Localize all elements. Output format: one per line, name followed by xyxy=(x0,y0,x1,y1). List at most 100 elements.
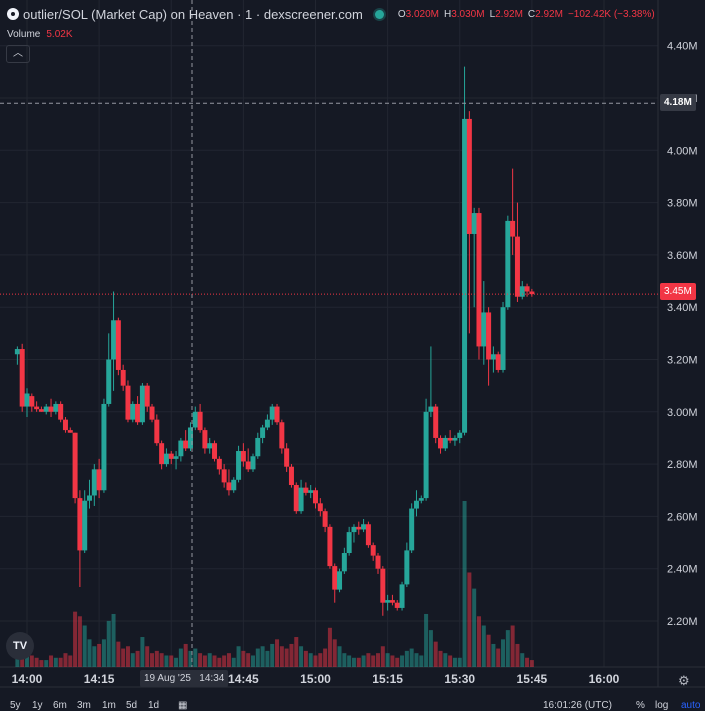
candle-body[interactable] xyxy=(380,568,386,603)
auto-toggle[interactable]: auto xyxy=(681,700,701,711)
candle-body[interactable] xyxy=(139,385,145,423)
candle-body[interactable] xyxy=(288,466,294,486)
candle-body[interactable] xyxy=(221,469,227,483)
range-1d[interactable]: 1d xyxy=(148,700,160,711)
range-5d[interactable]: 5d xyxy=(126,700,138,711)
candle-body[interactable] xyxy=(82,500,88,551)
candle-body[interactable] xyxy=(486,312,492,360)
candle-body[interactable] xyxy=(433,406,439,438)
candle-body[interactable] xyxy=(293,485,299,512)
candle-body[interactable] xyxy=(183,440,189,449)
candle-body[interactable] xyxy=(144,385,150,407)
candle-body[interactable] xyxy=(389,600,395,603)
candle-body[interactable] xyxy=(375,555,381,569)
candle-body[interactable] xyxy=(457,432,463,438)
candle-body[interactable] xyxy=(332,566,338,590)
candle-body[interactable] xyxy=(264,419,270,428)
candle-body[interactable] xyxy=(187,427,193,449)
candle-body[interactable] xyxy=(48,406,54,412)
candle-body[interactable] xyxy=(212,443,218,459)
candle-body[interactable] xyxy=(524,286,530,292)
candle-body[interactable] xyxy=(168,453,174,459)
candle-body[interactable] xyxy=(279,422,285,449)
candle-body[interactable] xyxy=(284,448,290,467)
candle-body[interactable] xyxy=(370,545,376,556)
candle-body[interactable] xyxy=(404,550,410,585)
candle-body[interactable] xyxy=(159,443,165,465)
candle-body[interactable] xyxy=(163,453,169,465)
candle-body[interactable] xyxy=(274,406,280,423)
candle-body[interactable] xyxy=(250,456,256,470)
candle-body[interactable] xyxy=(43,406,49,412)
candle-body[interactable] xyxy=(471,213,477,234)
candle-body[interactable] xyxy=(216,458,222,470)
candle-body[interactable] xyxy=(202,430,208,449)
candle-body[interactable] xyxy=(423,411,429,499)
candle-body[interactable] xyxy=(303,487,309,493)
candle-body[interactable] xyxy=(452,437,458,441)
candle-body[interactable] xyxy=(505,220,511,308)
candle-body[interactable] xyxy=(106,359,112,404)
candle-body[interactable] xyxy=(62,419,68,431)
candle-body[interactable] xyxy=(231,479,237,491)
candle-body[interactable] xyxy=(115,320,121,370)
candle-body[interactable] xyxy=(356,526,362,530)
candle-body[interactable] xyxy=(351,526,357,533)
candle-body[interactable] xyxy=(500,307,506,370)
candle-body[interactable] xyxy=(87,495,93,501)
candle-body[interactable] xyxy=(178,440,184,457)
candle-body[interactable] xyxy=(77,498,83,551)
candle-body[interactable] xyxy=(72,432,78,499)
candle-body[interactable] xyxy=(337,571,343,590)
candle-body[interactable] xyxy=(510,220,516,237)
candle-body[interactable] xyxy=(447,437,453,441)
candle-body[interactable] xyxy=(173,456,179,459)
candle-body[interactable] xyxy=(409,508,415,551)
candle-body[interactable] xyxy=(322,511,328,527)
range-1y[interactable]: 1y xyxy=(32,700,43,711)
candle-body[interactable] xyxy=(135,403,141,423)
candle-body[interactable] xyxy=(91,469,97,496)
candle-body[interactable] xyxy=(14,349,20,355)
candle-body[interactable] xyxy=(394,602,400,608)
candle-body[interactable] xyxy=(466,118,472,234)
candle-body[interactable] xyxy=(67,430,73,433)
percent-toggle[interactable]: % xyxy=(636,700,645,711)
candle-body[interactable] xyxy=(514,236,520,297)
range-5y[interactable]: 5y xyxy=(10,700,21,711)
chevron-up-icon[interactable]: ︿ xyxy=(6,45,30,63)
calendar-icon[interactable]: ▦ xyxy=(178,700,188,711)
candle-body[interactable] xyxy=(313,490,318,504)
candle-body[interactable] xyxy=(442,437,448,449)
candle-body[interactable] xyxy=(385,600,391,603)
candle-body[interactable] xyxy=(240,451,246,462)
candle-body[interactable] xyxy=(346,532,352,554)
tradingview-logo-icon[interactable]: TV xyxy=(6,632,34,660)
utc-clock[interactable]: 16:01:26 (UTC) xyxy=(543,700,612,711)
candle-body[interactable] xyxy=(255,437,261,457)
candle-body[interactable] xyxy=(399,584,405,608)
candle-body[interactable] xyxy=(125,385,131,420)
candle-body[interactable] xyxy=(130,403,136,420)
candle-body[interactable] xyxy=(260,427,266,438)
candle-body[interactable] xyxy=(481,312,487,347)
candle-body[interactable] xyxy=(428,406,434,412)
candle-body[interactable] xyxy=(29,396,35,407)
candle-body[interactable] xyxy=(101,403,107,491)
candle-body[interactable] xyxy=(365,524,371,546)
candle-body[interactable] xyxy=(58,403,64,420)
candle-body[interactable] xyxy=(519,286,525,297)
candle-body[interactable] xyxy=(529,291,535,295)
settings-gear-icon[interactable]: ⚙ xyxy=(678,673,690,688)
candle-body[interactable] xyxy=(38,409,44,412)
range-3m[interactable]: 3m xyxy=(77,700,91,711)
candle-body[interactable] xyxy=(490,354,496,360)
candle-body[interactable] xyxy=(226,482,232,491)
candle-body[interactable] xyxy=(236,451,242,480)
candle-body[interactable] xyxy=(111,320,117,360)
candle-body[interactable] xyxy=(269,406,275,420)
candle-body[interactable] xyxy=(413,500,419,509)
candle-body[interactable] xyxy=(308,490,314,493)
candle-body[interactable] xyxy=(361,524,367,530)
candle-body[interactable] xyxy=(438,437,444,449)
